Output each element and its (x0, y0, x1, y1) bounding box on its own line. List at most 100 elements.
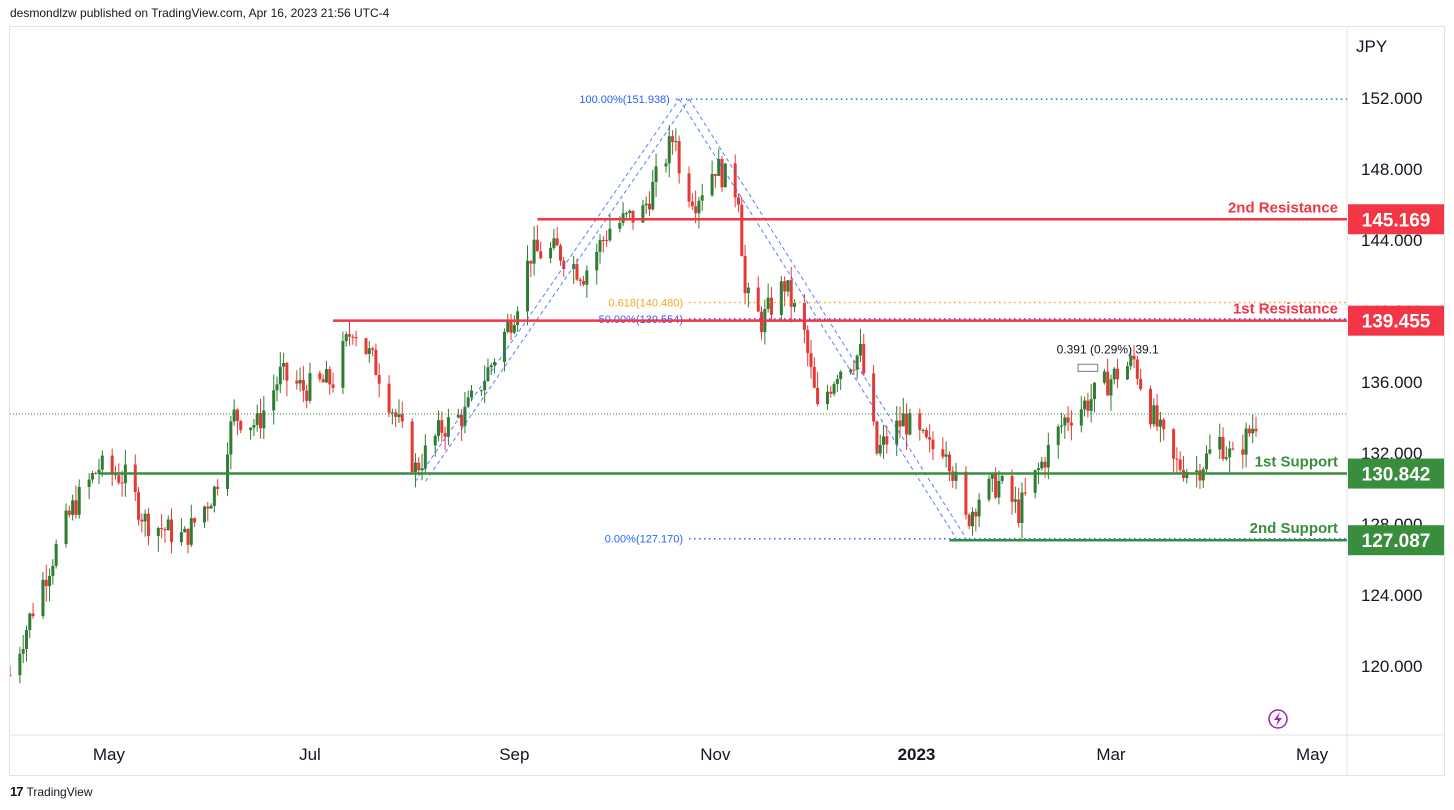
candle-body (878, 444, 882, 454)
candle-body (812, 366, 816, 388)
y-tick-label: 148.000 (1361, 160, 1422, 179)
candle-body (720, 159, 724, 188)
candle-body (97, 469, 101, 474)
candle-body (226, 454, 230, 489)
candle-body (997, 480, 1001, 498)
candle-body (710, 174, 714, 196)
candle-body (671, 136, 675, 143)
y-tick-label: 132.000 (1361, 444, 1422, 463)
chart-canvas[interactable]: JPY152.000148.000144.000140.000136.00013… (10, 27, 1444, 775)
candle-body (463, 406, 467, 427)
candle-body (354, 336, 358, 339)
fib-trend-line (425, 98, 690, 482)
candle-body (1092, 382, 1096, 400)
y-tick-label: 136.000 (1361, 373, 1422, 392)
candle-body (486, 367, 490, 382)
candle-body (483, 381, 487, 391)
candle-body (835, 379, 839, 384)
candle-body (901, 413, 905, 427)
candle-body (166, 519, 170, 531)
candle-body (1060, 425, 1064, 427)
footer: 17 TradingView (10, 784, 93, 799)
candle-body (717, 159, 721, 176)
publish-info: desmondlzw published on TradingView.com,… (10, 6, 390, 20)
candle-body (1247, 428, 1251, 434)
candle-body (605, 240, 609, 242)
candle-body (849, 369, 853, 372)
candle-body (1125, 366, 1129, 380)
candle-body (677, 141, 681, 174)
candle-body (641, 205, 645, 223)
candle-body (1208, 449, 1212, 454)
candle-body (793, 302, 797, 307)
candle-body (1109, 379, 1113, 396)
candle-body (1172, 429, 1176, 459)
candle-body (928, 437, 932, 440)
candle-body (931, 439, 935, 450)
candle-body (44, 579, 48, 587)
fib-level-label: 100.00%(151.938) (579, 94, 670, 106)
candle-body (654, 166, 658, 182)
candle-body (1201, 469, 1205, 481)
fib-trend-line (688, 98, 967, 539)
candle-body (41, 579, 45, 617)
candle-body (647, 203, 651, 210)
candle-body (786, 280, 790, 292)
candle-body (466, 397, 470, 407)
lightning-icon[interactable] (1268, 709, 1288, 729)
candle-body (1221, 436, 1225, 459)
candle-body (549, 247, 553, 259)
candle-body (1069, 422, 1073, 426)
candle-body (48, 575, 52, 587)
candle-body (1224, 457, 1228, 459)
candle-body (789, 280, 793, 307)
candle-body (324, 369, 328, 383)
candle-body (229, 421, 233, 455)
candle-body (974, 511, 978, 517)
candle-body (239, 420, 243, 431)
candle-body (994, 473, 998, 498)
candle-body (1083, 400, 1087, 410)
candle-body (516, 311, 520, 326)
candle-body (964, 471, 968, 515)
candle-body (1043, 461, 1047, 468)
chart-frame[interactable]: JPY152.000148.000144.000140.000136.00013… (9, 26, 1445, 776)
support-price-badge (1348, 458, 1444, 489)
candle-body (506, 321, 510, 332)
candle-body (179, 532, 183, 543)
candle-body (28, 613, 32, 631)
candle-body (351, 336, 355, 338)
candle-body (387, 383, 391, 413)
candle-body (90, 473, 94, 480)
fib-level-label: 0.618(140.480) (608, 297, 683, 309)
candle-body (582, 280, 586, 285)
candle-body (51, 565, 55, 576)
x-tick-label: May (93, 745, 126, 764)
candle-body (898, 420, 902, 427)
tradingview-logo-icon: 17 (10, 784, 24, 799)
candle-body (1106, 371, 1110, 396)
candle-body (212, 486, 216, 506)
candle-body (825, 391, 829, 405)
candle-body (120, 482, 124, 484)
candle-body (578, 279, 582, 281)
candle-body (440, 420, 444, 433)
candle-body (160, 528, 164, 530)
y-tick-label: 144.000 (1361, 231, 1422, 250)
candle-body (575, 264, 579, 280)
candle-body (305, 390, 309, 401)
support-price-badge (1348, 525, 1444, 556)
candle-body (64, 510, 68, 544)
candle-body (252, 425, 256, 428)
candle-body (371, 348, 375, 350)
candle-body (529, 260, 533, 264)
candle-body (852, 369, 856, 371)
candle-body (608, 228, 612, 241)
candle-body (779, 281, 783, 315)
candle-body (509, 321, 513, 333)
candle-body (87, 479, 91, 487)
candle-body (1135, 359, 1139, 379)
candle-body (1020, 492, 1024, 523)
candle-body (1175, 458, 1179, 460)
candle-body (275, 384, 279, 391)
